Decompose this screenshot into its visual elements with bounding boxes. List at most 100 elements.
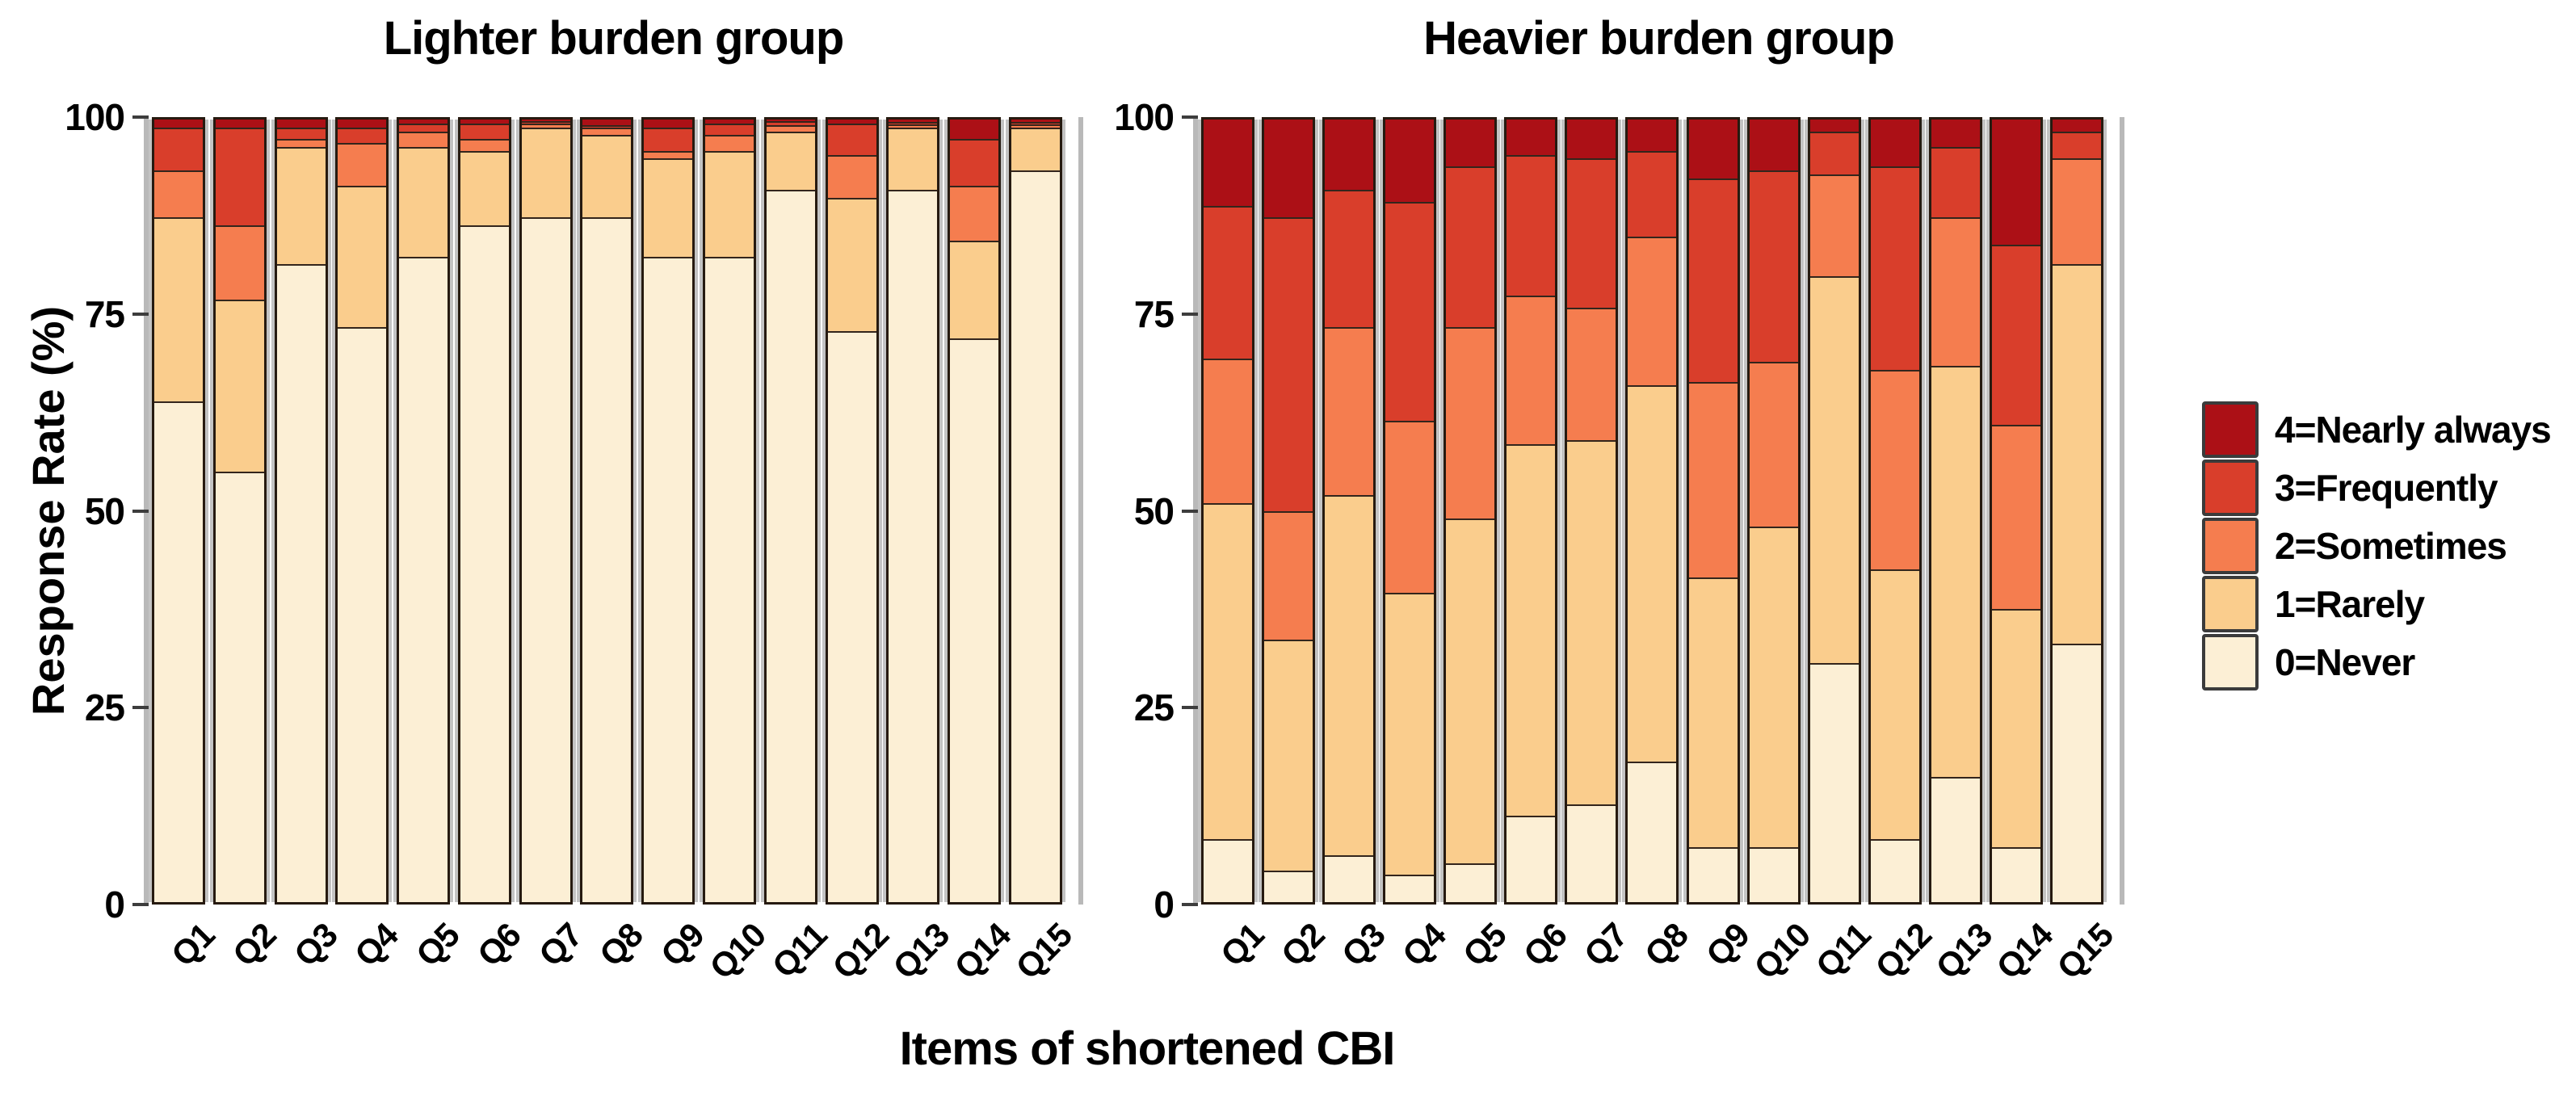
x-tick-label: Q6 <box>1515 916 1574 974</box>
bar-q2 <box>212 117 267 905</box>
y-tick-label: 75 <box>1133 292 1175 335</box>
x-tick-label: Q15 <box>2049 916 2120 987</box>
legend-swatch-nearly_always <box>2202 401 2259 458</box>
x-tick-label: Q15 <box>1007 916 1079 987</box>
segment-frequently <box>276 127 326 140</box>
segment-nearly_always <box>1325 120 1374 191</box>
legend-label: 2=Sometimes <box>2275 525 2507 567</box>
segment-nearly_always <box>1991 120 2040 246</box>
segment-nearly_always <box>950 120 999 140</box>
x-tick-label: Q1 <box>1212 916 1271 974</box>
legend-swatch-rarely <box>2202 576 2259 632</box>
x-tick-label: Q12 <box>824 916 896 987</box>
legend-label: 3=Frequently <box>2275 467 2498 509</box>
segment-sometimes <box>1749 362 1798 527</box>
y-tick-mark <box>132 509 149 513</box>
y-tick-mark <box>132 903 149 906</box>
x-tick-label: Q5 <box>1455 916 1514 974</box>
bar-q8 <box>580 117 634 905</box>
x-tick-label: Q8 <box>1637 916 1696 974</box>
segment-never <box>582 217 632 902</box>
bar-q8 <box>1625 117 1679 905</box>
bar-q14 <box>1989 117 2043 905</box>
segment-never <box>1931 776 1980 902</box>
legend-label: 1=Rarely <box>2275 583 2425 625</box>
y-tick-mark <box>132 706 149 710</box>
x-tick-label: Q9 <box>653 916 712 974</box>
bar-q6 <box>1504 117 1558 905</box>
segment-rarely <box>1264 640 1313 871</box>
segment-never <box>1991 847 2040 902</box>
segment-nearly_always <box>460 120 509 124</box>
segment-sometimes <box>766 125 815 132</box>
segment-nearly_always <box>1749 120 1798 170</box>
segment-sometimes <box>215 225 264 300</box>
segment-frequently <box>1446 166 1495 327</box>
bar-q4 <box>335 117 389 905</box>
segment-rarely <box>582 135 632 218</box>
segment-frequently <box>1567 158 1616 308</box>
segment-never <box>338 326 387 902</box>
segment-never <box>705 256 754 902</box>
segment-nearly_always <box>1809 120 1859 132</box>
segment-never <box>276 264 326 902</box>
bar-q1 <box>152 117 205 905</box>
bar-q14 <box>948 117 1002 905</box>
segment-frequently <box>2052 131 2101 159</box>
segment-nearly_always <box>1011 120 1060 122</box>
segment-nearly_always <box>1688 120 1738 178</box>
segment-never <box>521 217 570 902</box>
segment-frequently <box>766 121 815 126</box>
bar-q7 <box>519 117 573 905</box>
bar-q13 <box>886 117 940 905</box>
segment-nearly_always <box>1204 120 1252 206</box>
segment-sometimes <box>1011 124 1060 128</box>
segment-rarely <box>1204 502 1252 840</box>
segment-nearly_always <box>521 120 570 121</box>
segment-rarely <box>827 197 876 331</box>
segment-nearly_always <box>1507 120 1556 155</box>
segment-never <box>154 401 203 902</box>
y-tick-mark <box>1182 115 1198 119</box>
x-tick-label: Q11 <box>1808 916 1878 985</box>
bar-q12 <box>1868 117 1922 905</box>
segment-rarely <box>460 150 509 225</box>
x-tick-label: Q12 <box>1867 916 1939 987</box>
y-tick-mark <box>1182 312 1198 316</box>
segment-rarely <box>766 131 815 191</box>
segment-rarely <box>338 186 387 327</box>
segment-never <box>1204 839 1252 902</box>
segment-frequently <box>399 123 448 132</box>
y-tick-label: 0 <box>104 884 125 926</box>
y-tick-label: 0 <box>1154 884 1175 926</box>
segment-never <box>1507 816 1556 902</box>
x-tick-label: Q2 <box>225 916 284 974</box>
segment-frequently <box>1507 154 1556 296</box>
y-tick-mark <box>1182 509 1198 513</box>
bar-q11 <box>1807 117 1861 905</box>
segment-never <box>1809 663 1859 902</box>
segment-frequently <box>1385 201 1435 422</box>
legend-item-never: 0=Never <box>2202 634 2551 691</box>
segment-sometimes <box>1870 370 1919 570</box>
segment-sometimes <box>338 143 387 187</box>
segment-nearly_always <box>399 120 448 124</box>
x-tick-label: Q7 <box>531 916 590 974</box>
segment-never <box>399 256 448 902</box>
segment-nearly_always <box>1870 120 1919 167</box>
segment-never <box>1567 804 1616 902</box>
segment-rarely <box>1385 593 1435 875</box>
segment-sometimes <box>1264 510 1313 640</box>
legend-item-nearly_always: 4=Nearly always <box>2202 401 2552 458</box>
segment-never <box>2052 644 2101 902</box>
right-panel-title: Heavier burden group <box>1423 12 1895 65</box>
right-panel: 100 75 50 25 0 Q1 Q2 Q3 Q4 Q5 Q6 Q7 Q8 Q9 Q10 Q11 Q12 Q1… <box>1114 96 2124 986</box>
right-plot-area: 100 75 50 25 0 <box>1114 96 2124 926</box>
bar-q15 <box>2049 117 2103 905</box>
segment-sometimes <box>1204 358 1252 503</box>
x-tick-label: Q3 <box>1334 916 1393 974</box>
segment-nearly_always <box>276 120 326 128</box>
segment-never <box>1688 847 1738 902</box>
legend-label: 0=Never <box>2275 641 2415 683</box>
